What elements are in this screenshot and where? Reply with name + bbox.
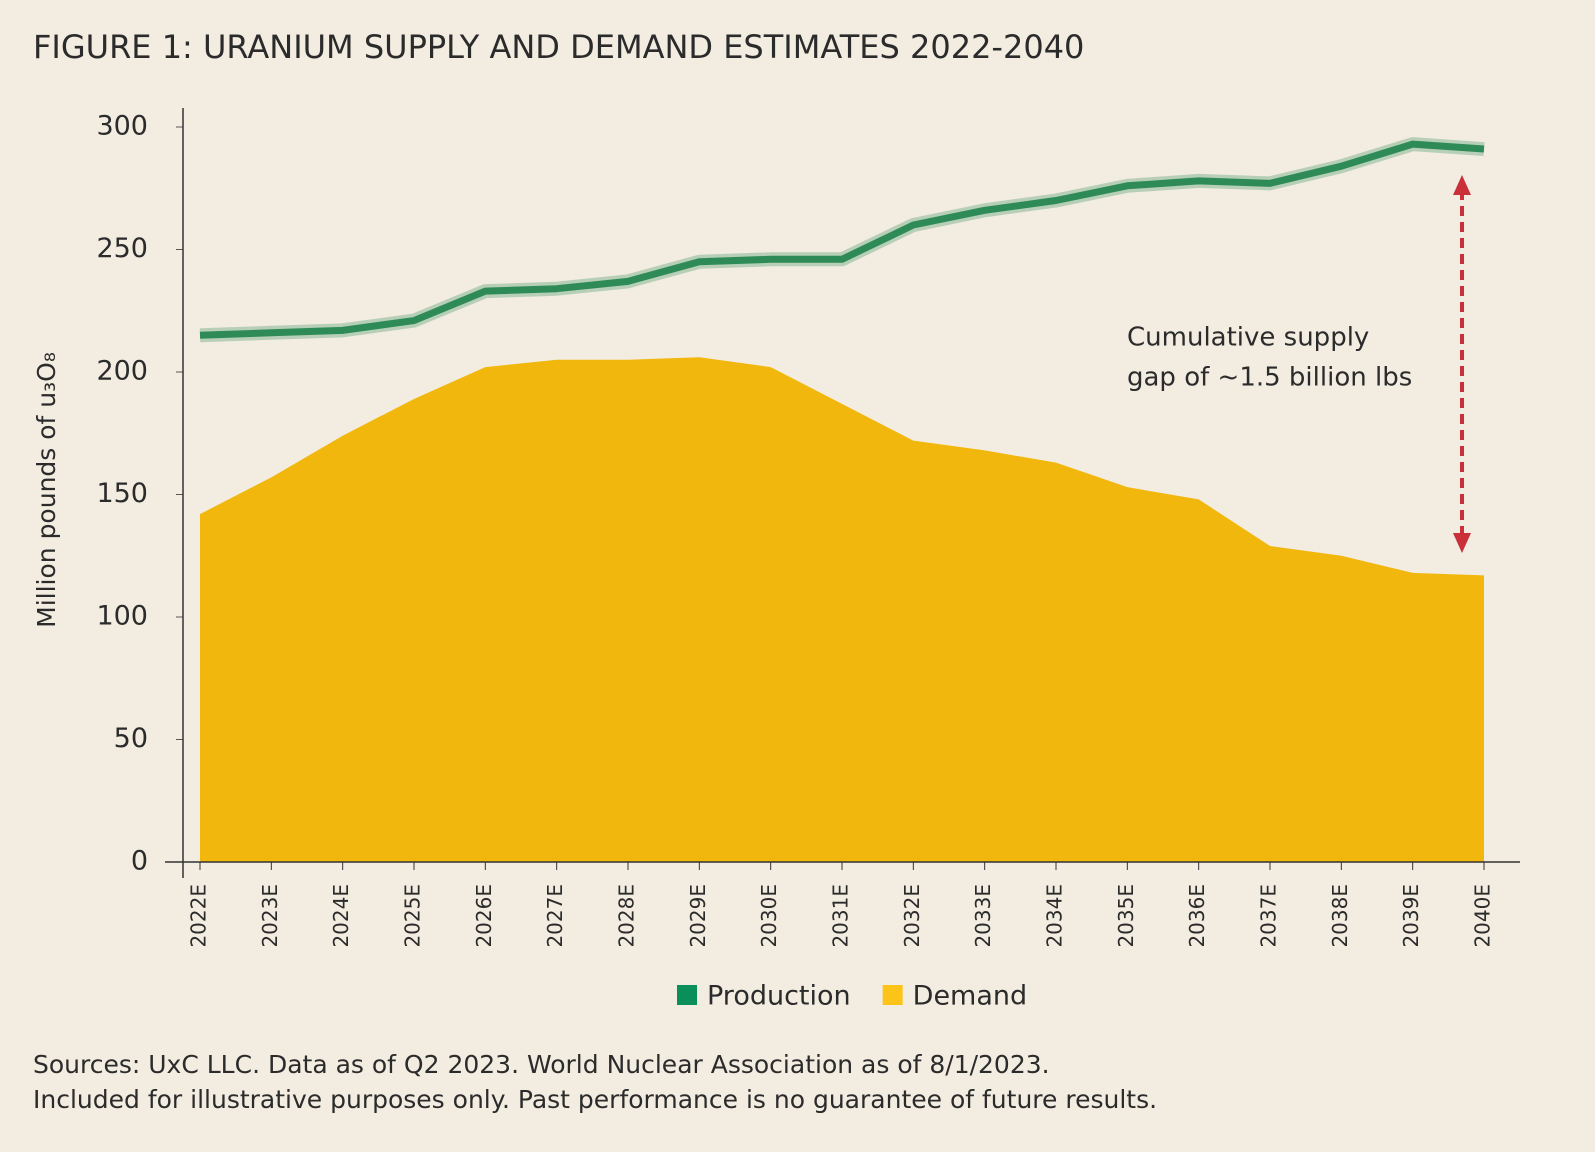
source-note: Sources: UxC LLC. Data as of Q2 2023. Wo… xyxy=(33,1050,1050,1079)
annotation: gap of ~1.5 billion lbs xyxy=(1127,363,1412,393)
y-tick-label: 50 xyxy=(114,723,148,754)
x-tick-label: 2038E xyxy=(1328,884,1352,948)
legend-label: Demand xyxy=(913,981,1028,1012)
arrow-head xyxy=(1453,533,1471,553)
x-tick-label: 2039E xyxy=(1399,884,1423,948)
y-tick-label: 150 xyxy=(96,478,148,509)
x-tick-label: 2030E xyxy=(757,884,781,948)
x-tick-label: 2037E xyxy=(1257,884,1281,948)
x-tick-label: 2031E xyxy=(829,884,853,948)
x-tick-label: 2022E xyxy=(187,884,211,948)
x-tick-label: 2029E xyxy=(686,884,710,948)
source-note: Included for illustrative purposes only.… xyxy=(33,1085,1157,1114)
x-tick-label: 2033E xyxy=(971,884,995,948)
y-tick-label: 300 xyxy=(96,111,148,142)
x-tick-label: 2040E xyxy=(1471,884,1495,948)
y-tick-label: 0 xyxy=(131,846,148,877)
x-tick-label: 2036E xyxy=(1185,884,1209,948)
x-tick-label: 2027E xyxy=(543,884,567,948)
x-tick-label: 2026E xyxy=(472,884,496,948)
production-line xyxy=(199,140,1485,339)
arrow-head xyxy=(1453,175,1471,195)
y-tick-label: 250 xyxy=(96,233,148,264)
legend-label: Production xyxy=(707,981,851,1012)
x-tick-label: 2034E xyxy=(1043,884,1067,948)
legend-swatch xyxy=(882,985,903,1005)
chart-title: FIGURE 1: URANIUM SUPPLY AND DEMAND ESTI… xyxy=(33,28,1084,66)
x-tick-label: 2032E xyxy=(900,884,924,948)
y-axis-label: Million pounds of u₃O₈ xyxy=(32,352,61,628)
y-tick-label: 200 xyxy=(96,356,148,387)
annotation: Cumulative supply xyxy=(1127,323,1369,353)
x-tick-label: 2028E xyxy=(615,884,639,948)
x-tick-label: 2025E xyxy=(401,884,425,948)
x-tick-label: 2024E xyxy=(329,884,353,948)
legend-swatch xyxy=(677,985,697,1005)
x-tick-label: 2023E xyxy=(258,884,282,948)
x-tick-label: 2035E xyxy=(1114,884,1138,948)
demand-area xyxy=(200,357,1484,862)
y-tick-label: 100 xyxy=(96,601,148,632)
